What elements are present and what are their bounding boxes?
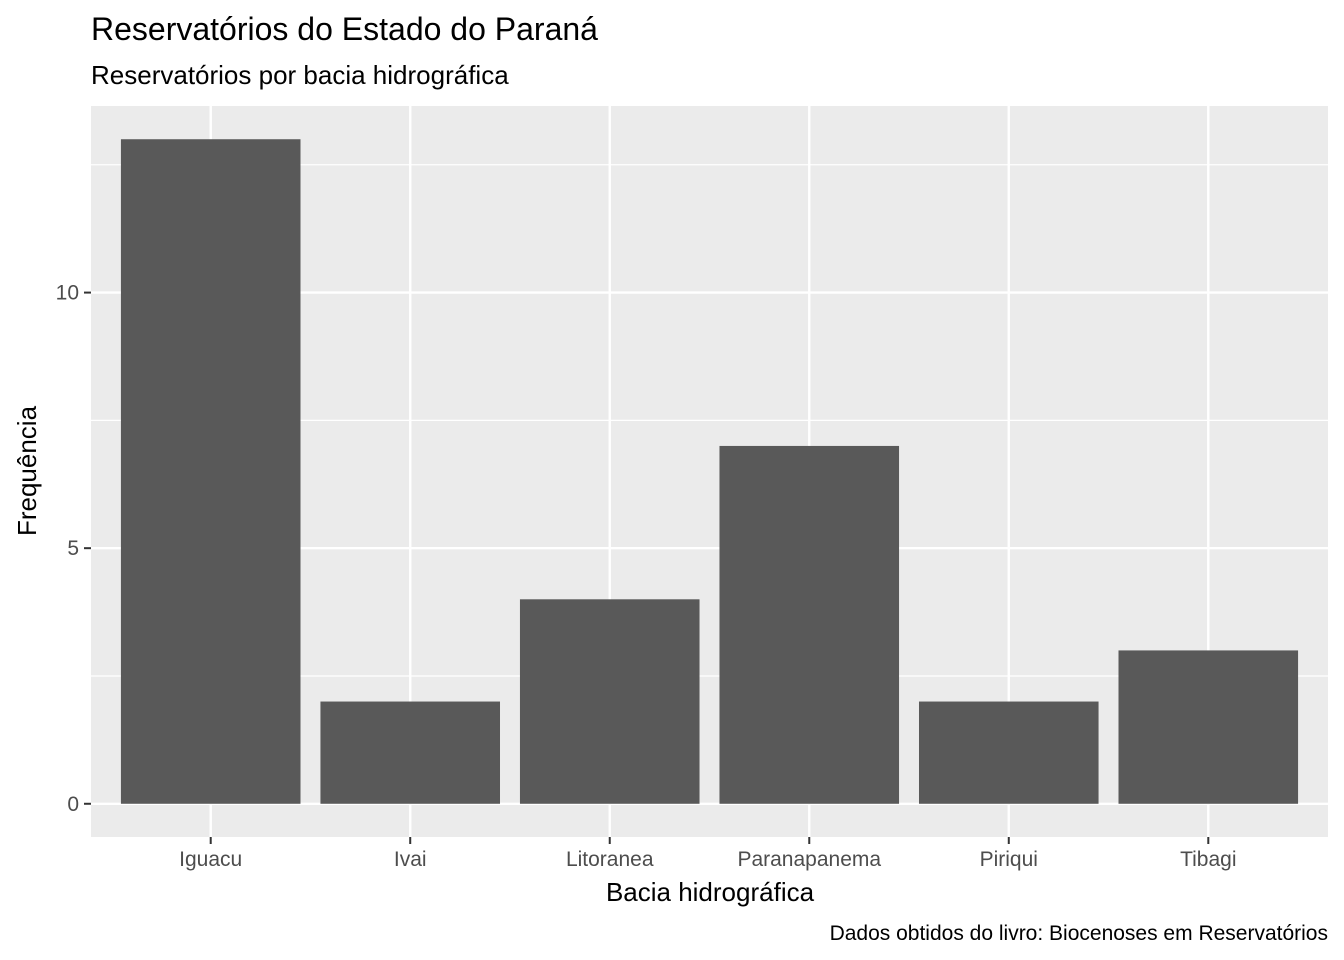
x-tick-label: Litoranea xyxy=(566,848,654,871)
bars xyxy=(120,139,1299,804)
chart-title: Reservatórios do Estado do Paraná xyxy=(91,11,598,47)
y-axis-title: Frequência xyxy=(12,405,42,536)
y-tick-label: 0 xyxy=(67,793,79,816)
bar-piriqui xyxy=(918,701,1099,804)
x-tick-label: Ivai xyxy=(394,848,427,871)
x-tick-label: Paranapanema xyxy=(737,848,881,871)
x-tick-label: Tibagi xyxy=(1180,848,1236,871)
x-axis-title: Bacia hidrográfica xyxy=(606,877,815,907)
x-tick-label: Iguacu xyxy=(179,848,242,871)
y-axis: 0 5 10 xyxy=(56,282,91,816)
y-tick-label: 5 xyxy=(67,537,79,560)
x-axis: Iguacu Ivai Litoranea Paranapanema Piriqui Ti… xyxy=(179,837,1237,871)
chart-caption: Dados obtidos do livro: Biocenoses em Re… xyxy=(830,922,1328,945)
bar-litoranea xyxy=(519,599,700,804)
bar-paranapanema xyxy=(719,445,900,804)
chart-subtitle: Reservatórios por bacia hidrográfica xyxy=(91,60,509,90)
x-tick-label: Piriqui xyxy=(980,848,1038,871)
bar-tibagi xyxy=(1118,650,1299,804)
bar-iguacu xyxy=(120,139,301,804)
y-tick-label: 10 xyxy=(56,282,79,305)
bar-ivai xyxy=(320,701,501,804)
